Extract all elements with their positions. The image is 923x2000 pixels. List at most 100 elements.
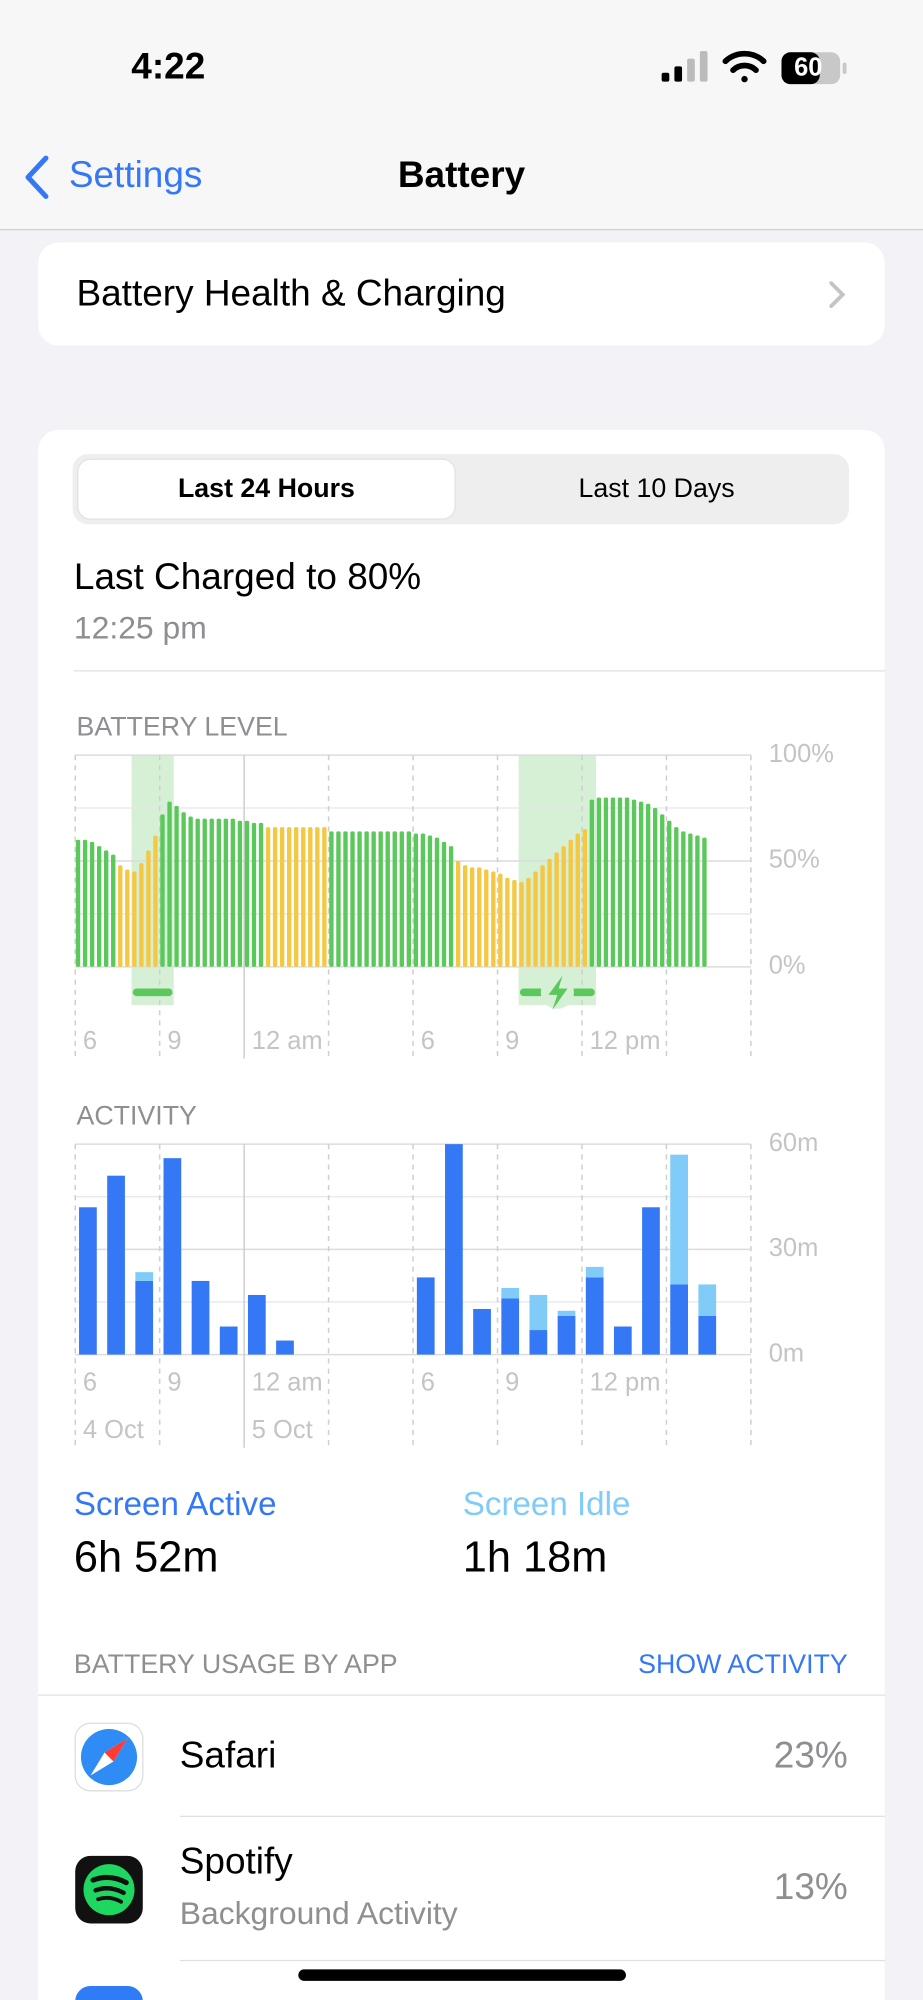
last-charged: Last Charged to 80%	[74, 556, 421, 597]
bar	[498, 873, 503, 967]
back-chevron	[25, 155, 49, 199]
bar	[294, 827, 299, 967]
bar-segment	[529, 1330, 548, 1355]
charging-icon	[548, 975, 568, 1011]
bar-segment	[107, 1175, 125, 1355]
bar	[448, 846, 454, 967]
bar	[160, 814, 165, 967]
bar-segment	[135, 1272, 154, 1281]
x-tick-label: 12 am	[252, 1369, 323, 1397]
bar	[258, 822, 264, 967]
battery-percent: 60	[794, 54, 822, 82]
bar	[554, 852, 559, 967]
bar	[533, 871, 538, 967]
bar	[702, 837, 707, 967]
date-label: 4 Oct	[83, 1416, 144, 1444]
bar-segment	[191, 1280, 210, 1355]
x-tick-label: 9	[505, 1027, 519, 1055]
bar	[455, 860, 461, 967]
bar	[568, 839, 573, 967]
back-label[interactable]: Settings	[69, 154, 203, 195]
bar-segment	[135, 1280, 154, 1355]
bar	[399, 831, 404, 967]
app-percent: 13%	[774, 1866, 848, 1907]
app-row[interactable]: Spotify Background Activity 13%	[75, 1840, 848, 1931]
bar-segment	[416, 1277, 435, 1355]
bar	[153, 835, 158, 967]
bar	[434, 837, 440, 967]
bar	[364, 831, 369, 967]
bar	[287, 827, 292, 967]
bar-segment	[501, 1298, 520, 1355]
bar	[512, 880, 517, 967]
bar	[181, 812, 186, 967]
bar	[265, 827, 271, 967]
chart-title: BATTERY LEVEL	[76, 711, 287, 741]
header-bg	[0, 0, 923, 230]
bar	[631, 799, 637, 967]
bar-segment	[698, 1284, 717, 1317]
bar-segment	[557, 1310, 576, 1317]
x-tick-label: 6	[421, 1027, 435, 1055]
bar	[540, 865, 545, 967]
segment[interactable]: Last 10 Days	[578, 473, 734, 503]
bar	[174, 805, 179, 967]
bar	[695, 835, 700, 967]
bar	[118, 865, 123, 967]
bar	[385, 831, 390, 967]
bar	[652, 808, 658, 967]
bar	[216, 818, 221, 967]
bar-segment	[219, 1326, 238, 1355]
bar-segment	[79, 1207, 97, 1355]
x-tick-label: 6	[421, 1369, 435, 1397]
bar	[329, 831, 334, 967]
charging-band	[131, 755, 174, 1006]
bar-segment	[585, 1266, 604, 1278]
bar	[279, 827, 285, 967]
bar-segment	[247, 1294, 266, 1355]
row-label: Battery Health & Charging	[76, 273, 505, 314]
bar	[624, 797, 630, 967]
bar-segment	[473, 1308, 491, 1355]
chart: 100% 50% 0% 6 9 12 am 6 9 12 pm	[74, 740, 834, 1059]
segment[interactable]: Last 24 Hours	[178, 473, 355, 503]
segment-selected[interactable]	[77, 458, 456, 520]
bar	[603, 797, 609, 967]
bar	[469, 867, 475, 967]
y-tick-label: 100%	[769, 740, 834, 768]
bar	[491, 871, 496, 967]
bar	[89, 841, 95, 967]
app-row[interactable]: Safari 23%	[74, 1722, 848, 1792]
bar	[104, 850, 109, 967]
bar-segment	[670, 1284, 688, 1355]
bar	[392, 831, 397, 967]
bar	[301, 827, 306, 967]
bar	[75, 839, 81, 967]
bar	[139, 863, 144, 967]
bar	[272, 827, 278, 967]
bar	[645, 803, 651, 967]
bar	[413, 833, 419, 967]
bar	[167, 801, 172, 967]
bar	[617, 797, 623, 967]
bar	[420, 833, 426, 967]
bar	[237, 820, 243, 967]
y-tick-label: 50%	[769, 846, 820, 874]
bar	[209, 818, 214, 967]
bar	[244, 820, 250, 967]
bar	[230, 818, 236, 967]
last-charged-time: 12:25 pm	[74, 610, 207, 646]
bar	[589, 799, 595, 967]
legend-label: Screen Idle	[463, 1486, 631, 1523]
bar	[688, 833, 693, 967]
show-activity[interactable]: SHOW ACTIVITY	[638, 1649, 848, 1679]
back-button[interactable]: Settings	[25, 154, 203, 199]
bar-segment	[613, 1326, 632, 1355]
spotify-waves	[90, 1874, 129, 1904]
screen-idle-total: 1h 18m	[463, 1533, 608, 1581]
x-tick-label: 12 pm	[590, 1027, 661, 1055]
date-label: 5 Oct	[252, 1416, 313, 1444]
bar	[505, 877, 510, 967]
bar	[575, 833, 580, 967]
health-row[interactable]: Battery Health & Charging	[38, 242, 885, 346]
